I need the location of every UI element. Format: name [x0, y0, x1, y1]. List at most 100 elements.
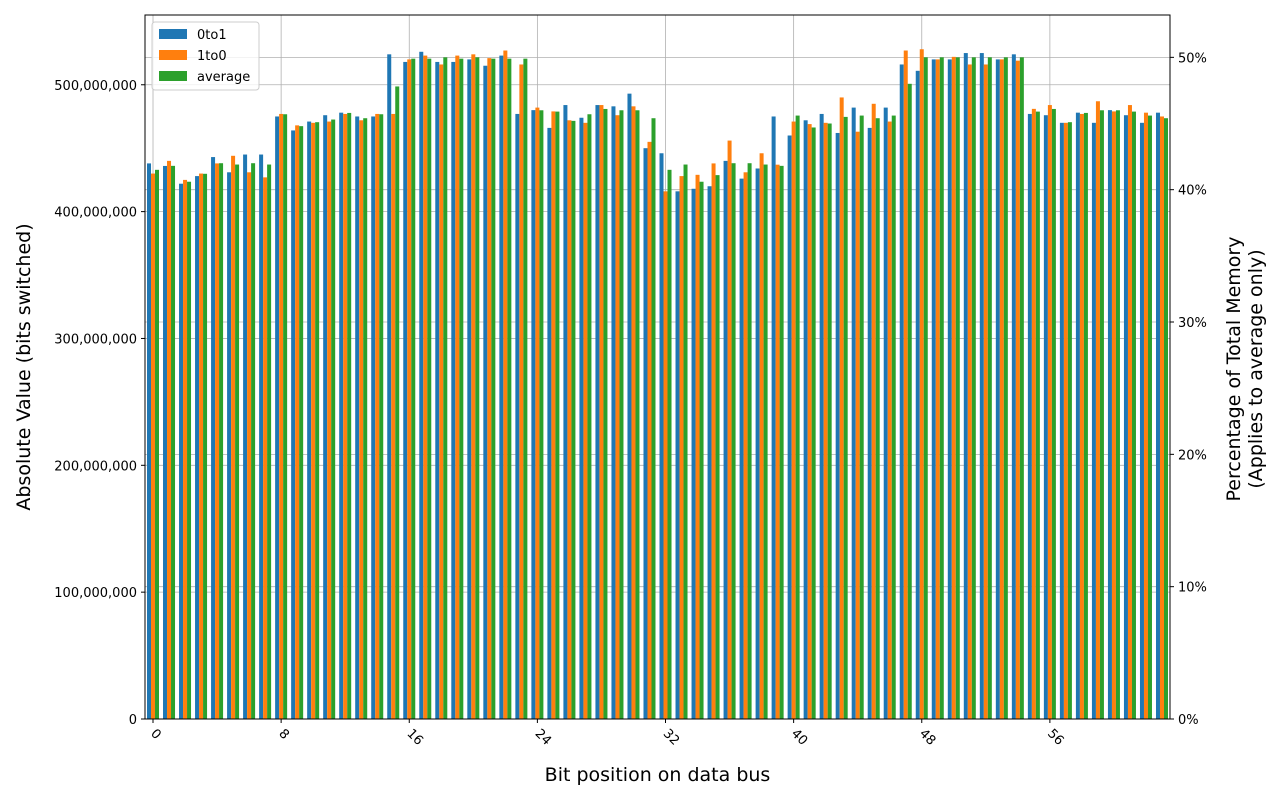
y2-tick-label: 40% — [1178, 184, 1207, 199]
bar-average-bit-42 — [827, 123, 832, 719]
bar-average-bit-52 — [987, 57, 992, 719]
bar-0to1-bit-54 — [1011, 54, 1016, 720]
bar-average-bit-60 — [1115, 110, 1120, 719]
bar-1to0-bit-13 — [359, 120, 364, 719]
bar-average-bit-54 — [1019, 57, 1024, 719]
bar-0to1-bit-36 — [723, 160, 728, 719]
bar-0to1-bit-3 — [195, 176, 200, 720]
x-tick-label: 48 — [916, 726, 938, 748]
y-tick-label: 400,000,000 — [54, 206, 137, 221]
bar-0to1-bit-44 — [851, 107, 856, 719]
bar-0to1-bit-21 — [483, 65, 488, 719]
bar-0to1-bit-38 — [755, 168, 760, 719]
legend-swatch-1to0 — [159, 50, 187, 60]
bar-average-bit-30 — [635, 110, 640, 719]
bar-1to0-bit-42 — [823, 122, 828, 719]
bar-0to1-bit-11 — [323, 115, 328, 720]
bar-0to1-bit-6 — [243, 154, 248, 720]
bar-average-bit-27 — [587, 114, 592, 720]
legend-label-average: average — [197, 70, 250, 85]
bar-0to1-bit-47 — [899, 64, 904, 719]
bar-average-bit-23 — [523, 58, 528, 719]
bar-0to1-bit-10 — [307, 121, 312, 720]
bar-0to1-bit-8 — [275, 116, 280, 719]
bar-average-bit-40 — [795, 115, 800, 720]
bar-1to0-bit-7 — [263, 177, 268, 720]
bar-0to1-bit-16 — [403, 61, 408, 719]
x-axis-label: Bit position on data bus — [545, 764, 771, 786]
bar-average-bit-12 — [347, 112, 352, 720]
y2-axis-label-line2: (Applies to average only) — [1245, 249, 1267, 488]
bar-average-bit-38 — [763, 164, 768, 720]
bar-0to1-bit-20 — [467, 59, 472, 719]
bar-1to0-bit-33 — [679, 176, 684, 720]
bar-1to0-bit-45 — [871, 103, 876, 720]
bar-1to0-bit-21 — [487, 58, 492, 719]
bar-0to1-bit-27 — [579, 117, 584, 719]
y-tick-label: 200,000,000 — [54, 459, 137, 474]
bar-0to1-bit-45 — [867, 127, 872, 720]
bar-0to1-bit-39 — [771, 116, 776, 719]
bar-0to1-bit-53 — [995, 59, 1000, 719]
bar-1to0-bit-44 — [855, 131, 860, 719]
bar-1to0-bit-55 — [1031, 108, 1036, 719]
bar-0to1-bit-56 — [1043, 115, 1048, 720]
bar-1to0-bit-2 — [183, 179, 188, 720]
bar-average-bit-55 — [1035, 111, 1040, 719]
bar-average-bit-15 — [395, 86, 400, 720]
y-tick-label: 500,000,000 — [54, 79, 137, 94]
bar-0to1-bit-30 — [627, 93, 632, 720]
bar-average-bit-17 — [427, 58, 432, 719]
bar-1to0-bit-35 — [711, 163, 716, 719]
bar-1to0-bit-61 — [1127, 105, 1132, 719]
bar-1to0-bit-46 — [887, 121, 892, 720]
bar-0to1-bit-19 — [451, 61, 456, 719]
bar-0to1-bit-4 — [211, 157, 216, 719]
bar-average-bit-1 — [171, 165, 176, 719]
bar-1to0-bit-43 — [839, 97, 844, 720]
bar-0to1-bit-7 — [259, 154, 264, 720]
bar-1to0-bit-20 — [471, 54, 476, 720]
bar-1to0-bit-51 — [967, 64, 972, 719]
bar-0to1-bit-50 — [947, 59, 952, 719]
bar-1to0-bit-56 — [1047, 105, 1052, 719]
bar-1to0-bit-19 — [455, 55, 460, 719]
bar-1to0-bit-12 — [343, 113, 348, 719]
bar-average-bit-22 — [507, 58, 512, 719]
bar-1to0-bit-25 — [551, 111, 556, 719]
bar-average-bit-46 — [891, 115, 896, 720]
y-tick-label: 0 — [129, 713, 137, 728]
bar-0to1-bit-63 — [1155, 112, 1160, 720]
bar-1to0-bit-50 — [951, 56, 956, 720]
bar-average-bit-61 — [1131, 111, 1136, 719]
bar-1to0-bit-3 — [199, 173, 204, 719]
bar-average-bit-39 — [779, 165, 784, 719]
bar-average-bit-58 — [1083, 112, 1088, 720]
bar-average-bit-11 — [331, 119, 336, 719]
bar-1to0-bit-62 — [1143, 112, 1148, 720]
y2-tick-label: 30% — [1178, 316, 1207, 331]
bar-1to0-bit-53 — [999, 59, 1004, 719]
y2-tick-label: 50% — [1178, 51, 1207, 66]
bar-0to1-bit-9 — [291, 130, 296, 719]
bar-0to1-bit-29 — [611, 106, 616, 720]
bar-1to0-bit-10 — [311, 122, 316, 719]
bar-1to0-bit-1 — [167, 160, 172, 719]
bar-0to1-bit-13 — [355, 116, 360, 719]
bar-average-bit-31 — [651, 118, 656, 720]
bar-average-bit-25 — [555, 111, 560, 719]
x-tick-label: 24 — [532, 726, 554, 748]
bar-1to0-bit-9 — [295, 125, 300, 720]
bar-average-bit-37 — [747, 163, 752, 720]
bar-average-bit-44 — [859, 115, 864, 720]
bar-0to1-bit-23 — [515, 113, 520, 719]
bar-average-bit-16 — [411, 58, 416, 719]
bar-average-bit-0 — [155, 169, 160, 719]
bar-1to0-bit-15 — [391, 113, 396, 719]
bar-average-bit-24 — [539, 110, 544, 719]
bar-0to1-bit-18 — [435, 61, 440, 719]
bar-0to1-bit-52 — [979, 53, 984, 719]
y-tick-label: 300,000,000 — [54, 332, 137, 347]
bar-average-bit-7 — [267, 164, 272, 720]
bar-0to1-bit-41 — [803, 120, 808, 719]
